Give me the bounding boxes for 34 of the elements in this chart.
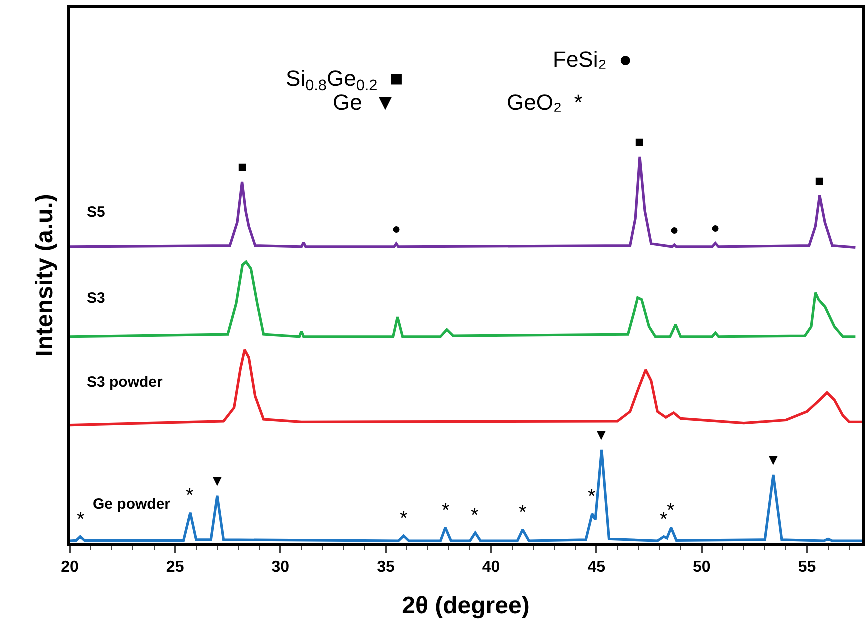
series-label: S5 [87,204,106,221]
annotation: * [186,485,194,507]
annotation: ● [711,220,720,237]
annotation: * [471,505,479,527]
annotation: * [519,502,527,524]
x-tick-label: 25 [166,558,184,576]
y-axis-title: Intensity (a.u.) [31,194,58,357]
x-tick-label: 45 [588,558,606,576]
series-label: Ge powder [93,496,171,513]
text: FeSi₂ ● [553,47,632,72]
annotation: ■ [815,173,824,190]
x-tick-label: 30 [272,558,290,576]
annotation: * [588,486,596,508]
x-tick-label: 35 [377,558,395,576]
annotation: ■ [635,134,644,151]
x-tick-label: 20 [61,558,79,576]
annotation: * [77,509,85,531]
annotation: ● [392,221,402,238]
x-tick-label: 55 [798,558,816,576]
annotation: * [667,500,675,522]
annotation: * [442,500,450,522]
text: GeO₂ * [507,90,584,115]
annotation: ▼ [210,473,225,490]
annotation: ● [670,222,680,239]
x-tick-label: 50 [693,558,711,576]
annotation: ▼ [766,452,781,469]
x-axis-title: 2θ (degree) [402,592,530,620]
annotation: * [660,509,668,531]
series-label: S3 [87,290,106,307]
annotation: ■ [238,159,248,176]
x-tick-label: 40 [482,558,500,576]
annotation: ▼ [594,427,609,444]
text: S3 powder [87,374,164,391]
annotation: * [400,508,408,530]
